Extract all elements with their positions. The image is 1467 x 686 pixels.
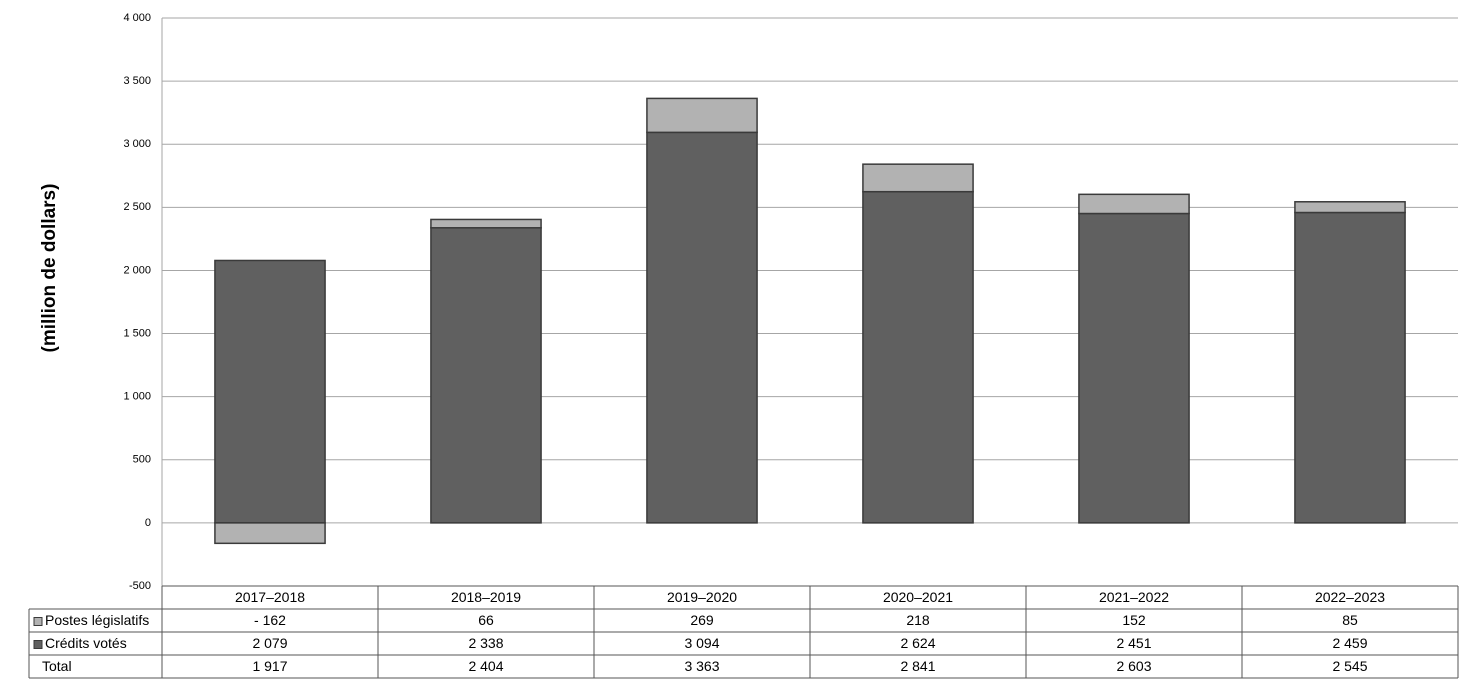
y-tick-label: 2 000	[123, 264, 151, 276]
table-value: 2 451	[1116, 635, 1151, 651]
table-value: 2 624	[900, 635, 935, 651]
y-tick-label: 2 500	[123, 201, 151, 213]
bar-segment	[1078, 193, 1190, 215]
table-value: 2 079	[252, 635, 287, 651]
y-tick-label: 1 500	[123, 327, 151, 339]
table-value: 152	[1122, 612, 1146, 628]
table-value: 2 841	[900, 658, 935, 674]
bar-segment	[1294, 211, 1406, 524]
y-tick-label: 3 500	[123, 75, 151, 87]
y-tick-label: 1 000	[123, 391, 151, 403]
x-tick-label: 2018–2019	[451, 589, 521, 605]
table-value: 2 338	[468, 635, 503, 651]
table-value: 269	[690, 612, 714, 628]
table-value: 2 459	[1332, 635, 1367, 651]
table-value: 66	[478, 612, 494, 628]
legend-swatch	[33, 617, 43, 626]
row-label: Total	[42, 658, 72, 674]
legend-label: Crédits votés	[45, 635, 127, 651]
table-value: - 162	[254, 612, 286, 628]
bar-segment	[862, 190, 974, 524]
bar-segment	[1078, 212, 1190, 524]
table-value: 3 363	[684, 658, 719, 674]
bar-segment	[862, 163, 974, 193]
y-axis-title: (million de dollars)	[39, 184, 60, 353]
table-value: 218	[906, 612, 930, 628]
legend-swatch	[33, 640, 43, 649]
table-value: 85	[1342, 612, 1358, 628]
y-tick-label: 500	[133, 454, 151, 466]
bar-segment	[430, 227, 542, 524]
legend-label: Postes législatifs	[45, 612, 149, 628]
x-tick-label: 2017–2018	[235, 589, 305, 605]
table-value: 2 545	[1332, 658, 1367, 674]
bar-segment	[214, 259, 326, 524]
y-tick-label: -500	[129, 580, 151, 592]
table-value: 2 603	[1116, 658, 1151, 674]
bar-segment	[430, 218, 542, 229]
table-value: 1 917	[252, 658, 287, 674]
x-tick-label: 2020–2021	[883, 589, 953, 605]
x-tick-label: 2019–2020	[667, 589, 737, 605]
table-value: 3 094	[684, 635, 719, 651]
y-tick-label: 4 000	[123, 12, 151, 24]
table-value: 2 404	[468, 658, 503, 674]
bar-segment	[1294, 201, 1406, 214]
bar-segment	[646, 97, 758, 134]
bar-segment	[646, 131, 758, 524]
x-tick-label: 2022–2023	[1315, 589, 1385, 605]
y-tick-label: 3 000	[123, 138, 151, 150]
x-tick-label: 2021–2022	[1099, 589, 1169, 605]
y-tick-label: 0	[145, 517, 151, 529]
bar-segment	[214, 522, 326, 545]
